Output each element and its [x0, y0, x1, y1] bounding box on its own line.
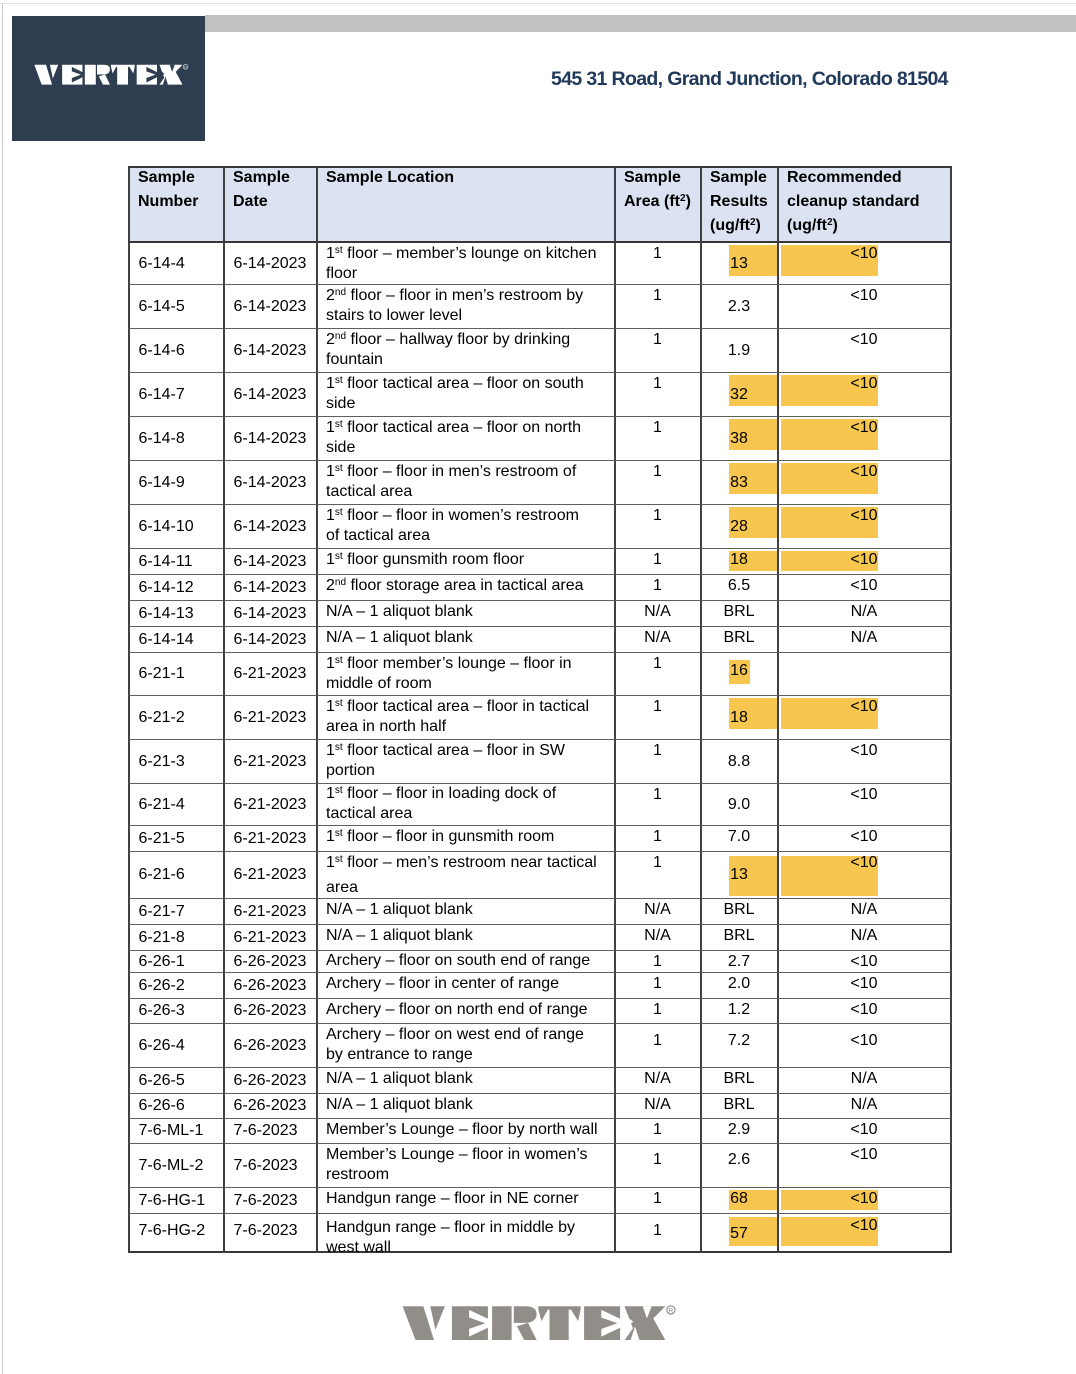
- svg-text:R: R: [184, 65, 187, 69]
- svg-text:R: R: [669, 1307, 674, 1314]
